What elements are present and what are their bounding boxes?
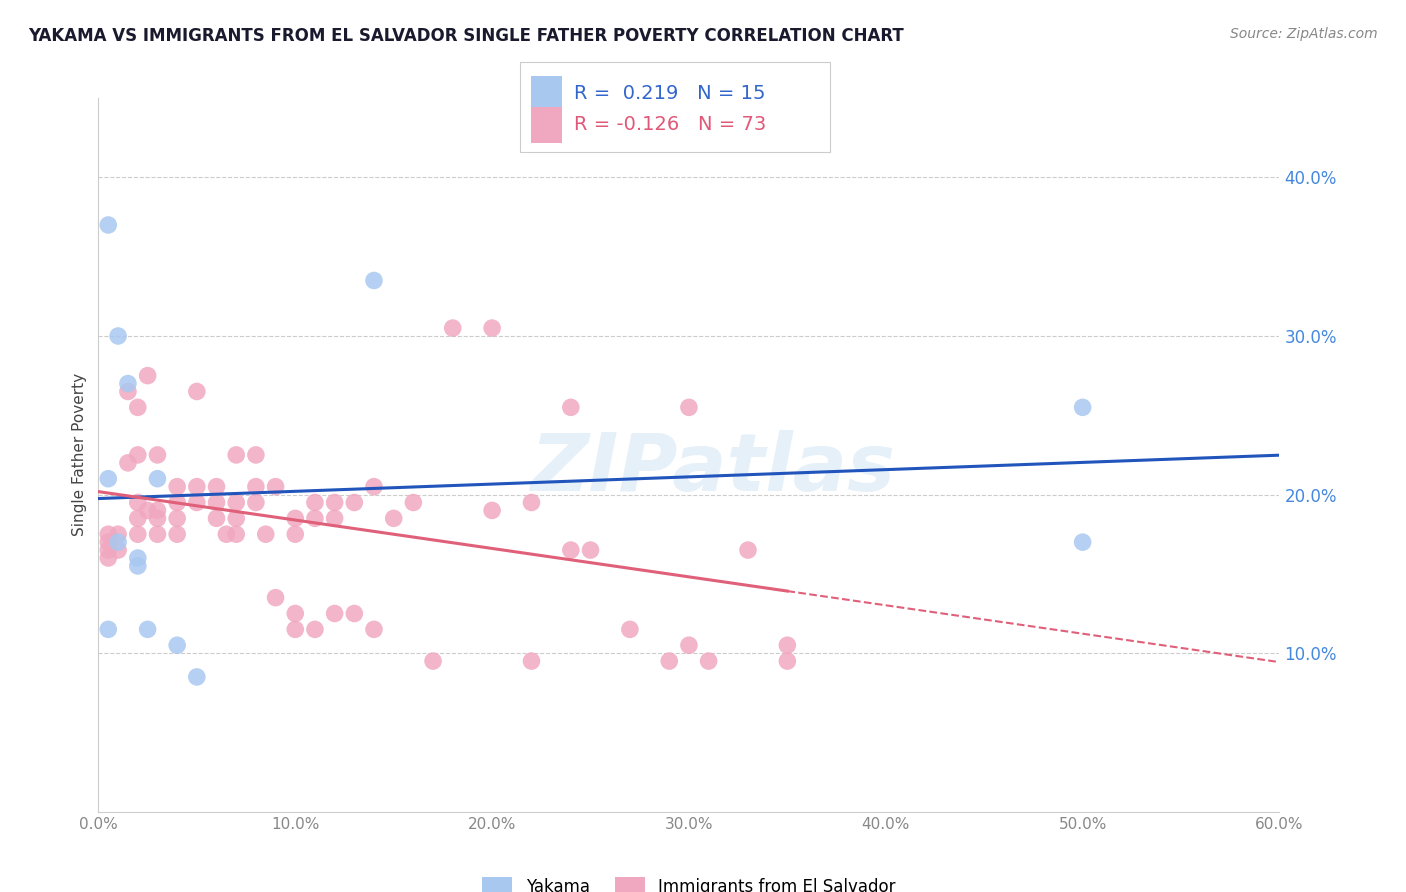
Text: YAKAMA VS IMMIGRANTS FROM EL SALVADOR SINGLE FATHER POVERTY CORRELATION CHART: YAKAMA VS IMMIGRANTS FROM EL SALVADOR SI… xyxy=(28,27,904,45)
Point xyxy=(422,654,444,668)
Point xyxy=(166,495,188,509)
Point xyxy=(560,401,582,415)
Point xyxy=(343,495,366,509)
Point xyxy=(146,503,169,517)
Point xyxy=(304,495,326,509)
Point xyxy=(343,607,366,621)
Point xyxy=(363,273,385,287)
Point xyxy=(402,495,425,509)
Point xyxy=(264,591,287,605)
Point xyxy=(127,511,149,525)
Point xyxy=(97,218,120,232)
Text: ZIPatlas: ZIPatlas xyxy=(530,430,896,508)
Point xyxy=(776,638,799,652)
Point xyxy=(146,448,169,462)
Point xyxy=(146,472,169,486)
Point xyxy=(225,448,247,462)
Point xyxy=(441,321,464,335)
Point xyxy=(284,607,307,621)
Point xyxy=(1071,535,1094,549)
Point xyxy=(146,527,169,541)
Point xyxy=(186,384,208,399)
Point xyxy=(107,527,129,541)
Point xyxy=(737,543,759,558)
Point xyxy=(97,472,120,486)
Point xyxy=(245,480,267,494)
Point xyxy=(245,448,267,462)
Point xyxy=(363,623,385,637)
Point xyxy=(697,654,720,668)
Point xyxy=(1071,401,1094,415)
Point xyxy=(97,543,120,558)
Point xyxy=(363,480,385,494)
Point xyxy=(284,623,307,637)
Point xyxy=(205,511,228,525)
Point xyxy=(579,543,602,558)
Point xyxy=(382,511,405,525)
Point xyxy=(166,480,188,494)
Point xyxy=(97,535,120,549)
Point xyxy=(304,511,326,525)
Point xyxy=(166,527,188,541)
Point xyxy=(215,527,238,541)
Point xyxy=(97,527,120,541)
Point xyxy=(166,511,188,525)
Point xyxy=(186,670,208,684)
Point xyxy=(127,495,149,509)
Point xyxy=(127,527,149,541)
Point xyxy=(127,551,149,566)
Point xyxy=(678,638,700,652)
Point xyxy=(127,558,149,573)
Point xyxy=(205,480,228,494)
Point xyxy=(136,368,159,383)
Point xyxy=(117,376,139,391)
Point xyxy=(481,503,503,517)
Point xyxy=(225,511,247,525)
Point xyxy=(678,401,700,415)
Point xyxy=(323,495,346,509)
Point xyxy=(136,623,159,637)
Legend: Yakama, Immigrants from El Salvador: Yakama, Immigrants from El Salvador xyxy=(475,870,903,892)
Point xyxy=(264,480,287,494)
Point xyxy=(107,329,129,343)
Y-axis label: Single Father Poverty: Single Father Poverty xyxy=(72,374,87,536)
Point xyxy=(284,527,307,541)
Point xyxy=(205,495,228,509)
Point xyxy=(560,543,582,558)
Point xyxy=(520,654,543,668)
Point xyxy=(186,480,208,494)
Text: R =  0.219   N = 15: R = 0.219 N = 15 xyxy=(574,84,765,103)
Point xyxy=(520,495,543,509)
Point xyxy=(225,495,247,509)
Point xyxy=(323,511,346,525)
Point xyxy=(619,623,641,637)
Point xyxy=(97,623,120,637)
Point xyxy=(146,511,169,525)
Point xyxy=(117,456,139,470)
Point xyxy=(481,321,503,335)
Point xyxy=(107,543,129,558)
Text: Source: ZipAtlas.com: Source: ZipAtlas.com xyxy=(1230,27,1378,41)
Point xyxy=(658,654,681,668)
Point xyxy=(127,448,149,462)
Point xyxy=(107,535,129,549)
Point xyxy=(166,638,188,652)
Text: R = -0.126   N = 73: R = -0.126 N = 73 xyxy=(574,115,766,135)
Point xyxy=(304,623,326,637)
Point xyxy=(245,495,267,509)
Point xyxy=(323,607,346,621)
Point xyxy=(186,495,208,509)
Point xyxy=(284,511,307,525)
Point xyxy=(776,654,799,668)
Point xyxy=(117,384,139,399)
Point xyxy=(136,503,159,517)
Point xyxy=(127,401,149,415)
Point xyxy=(225,527,247,541)
Point xyxy=(97,551,120,566)
Point xyxy=(254,527,277,541)
